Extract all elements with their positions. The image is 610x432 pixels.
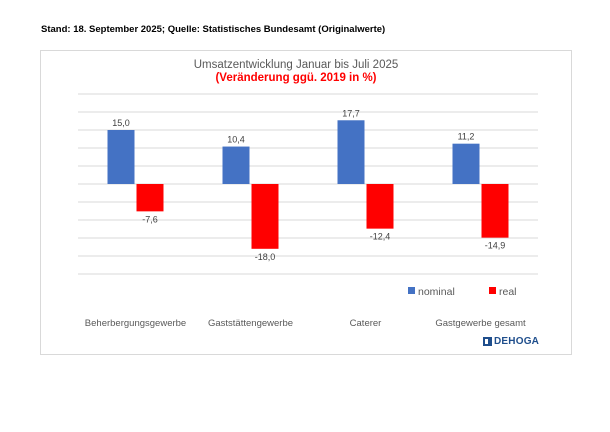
bar-real [481, 184, 509, 238]
data-label: 15,0 [112, 118, 130, 128]
dehoga-logo-icon [483, 337, 492, 346]
dehoga-logo-text: DEHOGA [494, 336, 540, 347]
data-label: -14,9 [485, 241, 506, 251]
category-label: Gastgewerbe gesamt [435, 318, 526, 329]
legend: nominal real [408, 286, 517, 298]
category-labels: Beherbergungsgewerbe Gaststättengewerbe Ca… [85, 318, 526, 329]
category-label: Beherbergungsgewerbe [85, 318, 186, 329]
legend-label-real: real [499, 286, 517, 298]
data-label: -18,0 [255, 252, 276, 262]
chart-title: Umsatzentwicklung Januar bis Juli 2025 [194, 59, 399, 71]
data-label: -12,4 [370, 232, 391, 242]
bar-nominal [107, 130, 135, 184]
chart-subtitle: (Veränderung ggü. 2019 in %) [215, 72, 376, 84]
data-label: -7,6 [142, 214, 158, 224]
bar-real [251, 184, 279, 249]
data-labels: 15,0 -7,6 10,4 -18,0 17,7 -12,4 11,2 -14,9 [112, 108, 505, 262]
bar-nominal [222, 146, 250, 184]
bar-real [366, 184, 394, 229]
legend-swatch-nominal [408, 287, 415, 294]
data-label: 11,2 [458, 132, 475, 142]
dehoga-logo: DEHOGA [483, 336, 539, 347]
bar-real [136, 184, 164, 212]
source-note: Stand: 18. September 2025; Quelle: Stati… [41, 24, 386, 35]
category-label: Caterer [350, 318, 382, 329]
data-label: 10,4 [227, 135, 245, 145]
category-label: Gaststättengewerbe [208, 318, 293, 329]
legend-swatch-real [489, 287, 496, 294]
bars [107, 120, 509, 249]
bar-nominal [452, 143, 480, 184]
legend-label-nominal: nominal [418, 286, 455, 298]
data-label: 17,7 [342, 108, 360, 118]
bar-nominal [337, 120, 365, 184]
